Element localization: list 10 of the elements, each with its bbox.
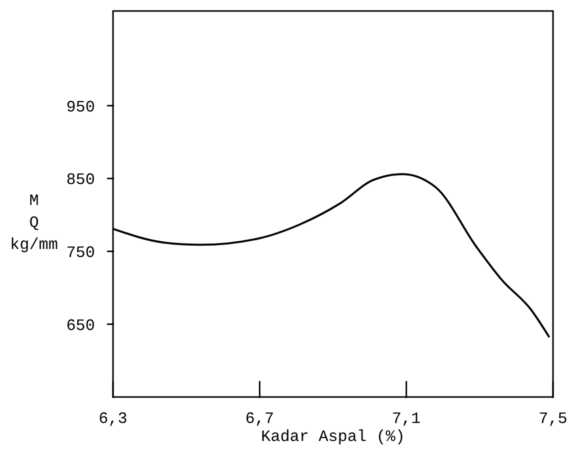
x-tick-label: 6,3	[98, 410, 128, 428]
x-tick-label: 6,7	[245, 410, 274, 428]
y-tick-label: 850	[66, 171, 95, 190]
y-tick-label: 950	[66, 98, 95, 116]
y-tick-label: 750	[66, 244, 95, 262]
y-tick-label: 650	[66, 316, 95, 335]
x-tick-label: 7,5	[538, 410, 568, 428]
y-axis-title: M Q kg/mm	[10, 192, 58, 254]
x-tick-label: 7,1	[392, 410, 421, 428]
x-axis-title: Kadar Aspal (%)	[260, 428, 406, 446]
